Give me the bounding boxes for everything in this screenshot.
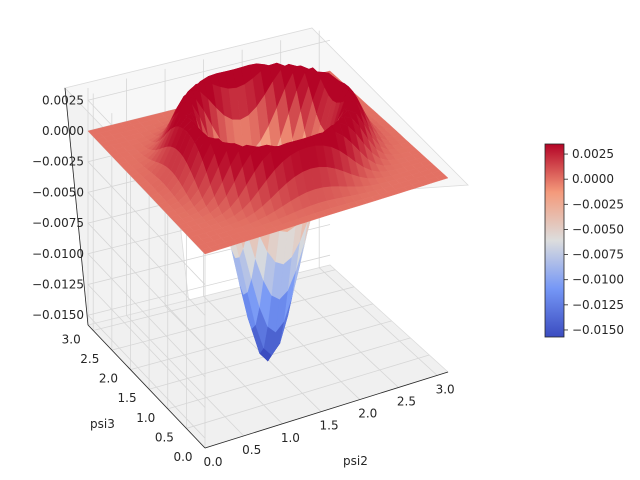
colorbar-tick-label: −0.0125	[572, 298, 624, 312]
z-tick-label: 0.0000	[42, 124, 84, 138]
surface-patch	[200, 247, 214, 255]
colorbar-tick-labels: 0.0025 0.0000 −0.0025 −0.0050 −0.0075 −0.0100…	[564, 147, 624, 337]
colorbar: 0.0025 0.0000 −0.0025 −0.0050 −0.0075 −0.0100…	[544, 143, 624, 338]
y-tick-label: 1.0	[136, 411, 155, 425]
colorbar-tick-label: −0.0100	[572, 273, 624, 287]
x-axis-label: psi2	[343, 454, 368, 468]
z-tick-label: −0.0125	[32, 277, 84, 291]
x-axis-line	[204, 371, 449, 449]
x-tick-label: 2.5	[397, 394, 416, 408]
z-tick-label: −0.0075	[32, 216, 84, 230]
surface	[87, 62, 449, 362]
x-tick-label: 1.5	[320, 419, 339, 433]
x-tick-label: 1.0	[281, 431, 300, 445]
y-tick-label: 1.5	[118, 391, 137, 405]
colorbar-tick-label: 0.0000	[572, 172, 614, 186]
x-tick-label: 2.0	[358, 407, 377, 421]
y-axis-label: psi3	[90, 417, 115, 431]
y-tick-label: 3.0	[62, 332, 81, 346]
z-tick-labels: −0.0150 −0.0125 −0.0100 −0.0075 −0.0050 −0.00…	[32, 93, 84, 322]
z-axis-line	[64, 87, 89, 326]
y-tick-label: 0.0	[173, 450, 192, 464]
y-tick-label: 0.5	[155, 430, 174, 444]
z-tick-label: −0.0100	[32, 247, 84, 261]
x-tick-label: 0.5	[242, 443, 261, 457]
axis-lines	[64, 87, 449, 449]
y-tick-label: 2.5	[80, 352, 99, 366]
y-axis-line	[87, 324, 206, 449]
x-tick-label: 3.0	[436, 382, 455, 396]
colorbar-tick-label: −0.0150	[572, 323, 624, 337]
z-tick-label: 0.0025	[42, 93, 84, 107]
z-tick-label: −0.0150	[32, 308, 84, 322]
x-tick-labels: 0.0 0.5 1.0 1.5 2.0 2.5 3.0	[203, 382, 454, 469]
y-tick-labels: 0.0 0.51.0 1.52.02.5 3.0	[62, 332, 193, 464]
z-tick-label: −0.0025	[32, 155, 84, 169]
z-tick-label: −0.0050	[32, 185, 84, 199]
colorbar-gradient	[544, 143, 565, 338]
colorbar-tick-label: −0.0050	[572, 222, 624, 236]
colorbar-tick-label: −0.0075	[572, 248, 624, 262]
colorbar-tick-label: −0.0025	[572, 197, 624, 211]
y-tick-label: 2.0	[99, 372, 118, 386]
colorbar-tick-label: 0.0025	[572, 147, 614, 161]
x-tick-label: 0.0	[203, 455, 222, 469]
